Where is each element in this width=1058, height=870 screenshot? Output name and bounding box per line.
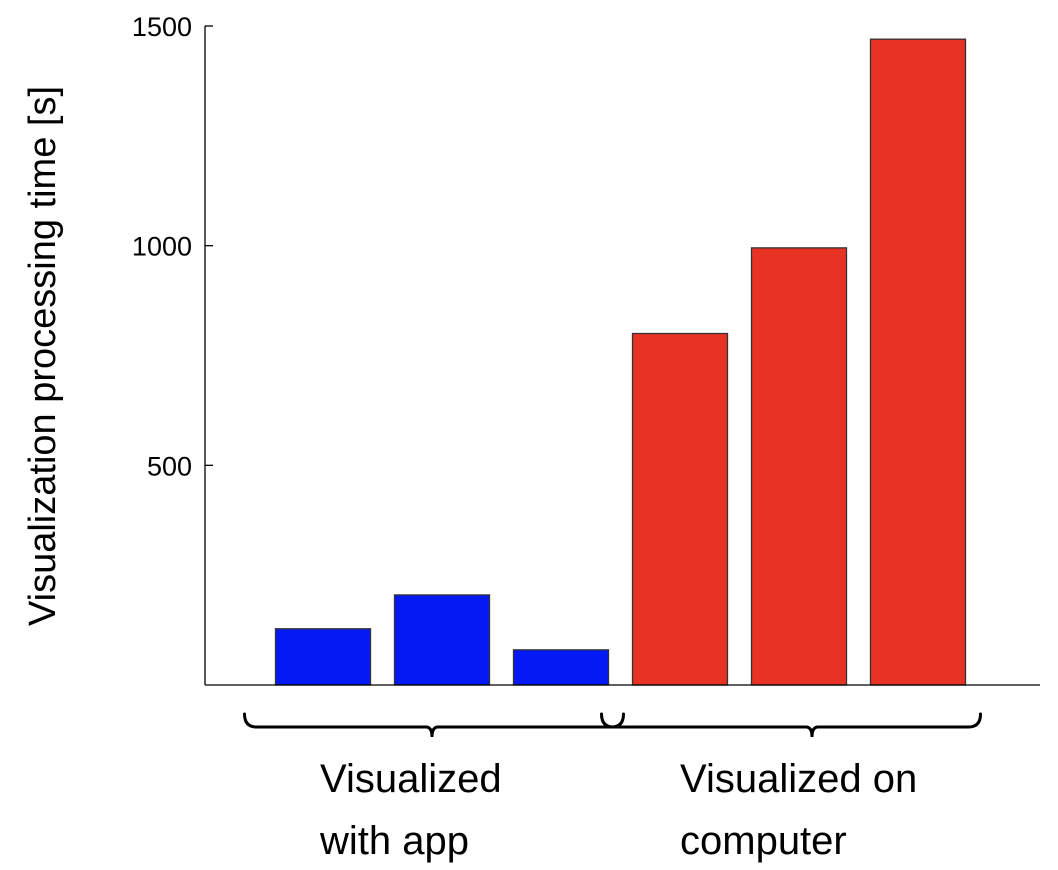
group-brace-set: [243, 712, 982, 738]
group-brace: [600, 712, 982, 738]
bar: [750, 247, 848, 686]
group-label-line: computer: [680, 819, 847, 863]
bar-group: [274, 38, 967, 686]
y-tick-group: 500 1000 1500: [132, 12, 213, 481]
bar: [274, 628, 372, 686]
group-label-set: Visualized with app Visualized on computer: [319, 757, 917, 863]
bar: [631, 332, 729, 686]
y-tick-label: 1500: [132, 12, 192, 42]
y-axis-label: Visualization processing time [s]: [22, 86, 64, 626]
bar: [512, 649, 610, 686]
group-label-line: with app: [319, 819, 469, 863]
group-brace: [243, 712, 625, 738]
y-tick-label: 1000: [132, 232, 192, 262]
group-label-line: Visualized: [320, 757, 502, 801]
y-tick-label: 500: [147, 451, 192, 481]
bar: [393, 594, 491, 686]
group-label-line: Visualized on: [680, 757, 917, 801]
bar: [869, 38, 967, 686]
